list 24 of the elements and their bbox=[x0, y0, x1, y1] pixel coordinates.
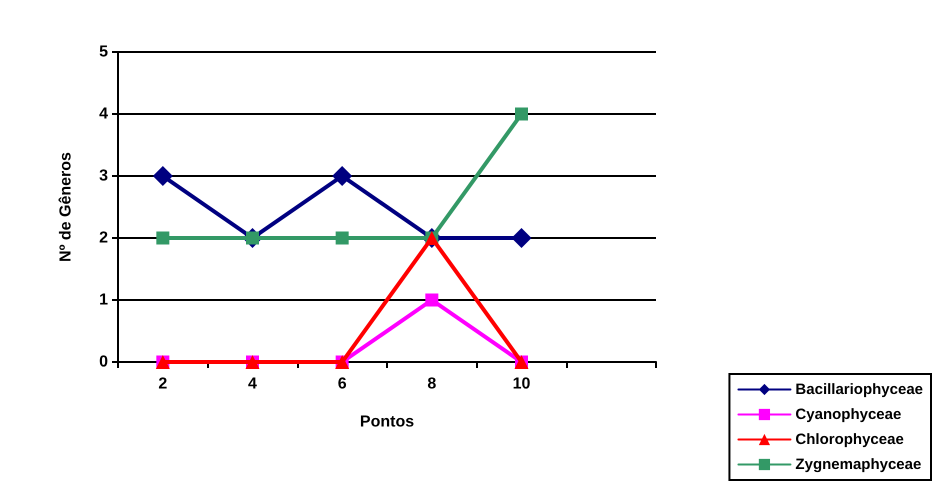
point bbox=[512, 228, 532, 248]
x-axis-title: Pontos bbox=[360, 414, 414, 430]
legend-label: Cyanophyceae bbox=[795, 406, 902, 423]
y-tick-label: 1 bbox=[99, 292, 108, 308]
x-tick-label: 6 bbox=[338, 376, 347, 392]
point bbox=[425, 294, 438, 306]
point bbox=[152, 166, 173, 186]
y-tick-label: 0 bbox=[99, 354, 108, 370]
y-tick-label: 3 bbox=[99, 168, 108, 184]
y-axis-title: Nº de Gêneros bbox=[58, 152, 74, 262]
legend-label: Bacillariophyceae bbox=[795, 381, 924, 398]
x-tick-label: 2 bbox=[158, 376, 168, 392]
y-tick-label: 5 bbox=[99, 44, 108, 60]
point bbox=[336, 232, 349, 244]
legend-label: Chlorophyceae bbox=[795, 431, 904, 448]
y-tick-label: 4 bbox=[99, 106, 108, 122]
point bbox=[332, 166, 352, 186]
x-tick-label: 8 bbox=[427, 376, 436, 392]
y-tick-label: 2 bbox=[99, 230, 108, 246]
x-tick-label: 4 bbox=[248, 376, 258, 392]
x-tick-label: 10 bbox=[512, 376, 530, 392]
point bbox=[156, 232, 170, 244]
legend-label: Zygnemaphyceae bbox=[795, 456, 922, 473]
point bbox=[515, 108, 528, 120]
